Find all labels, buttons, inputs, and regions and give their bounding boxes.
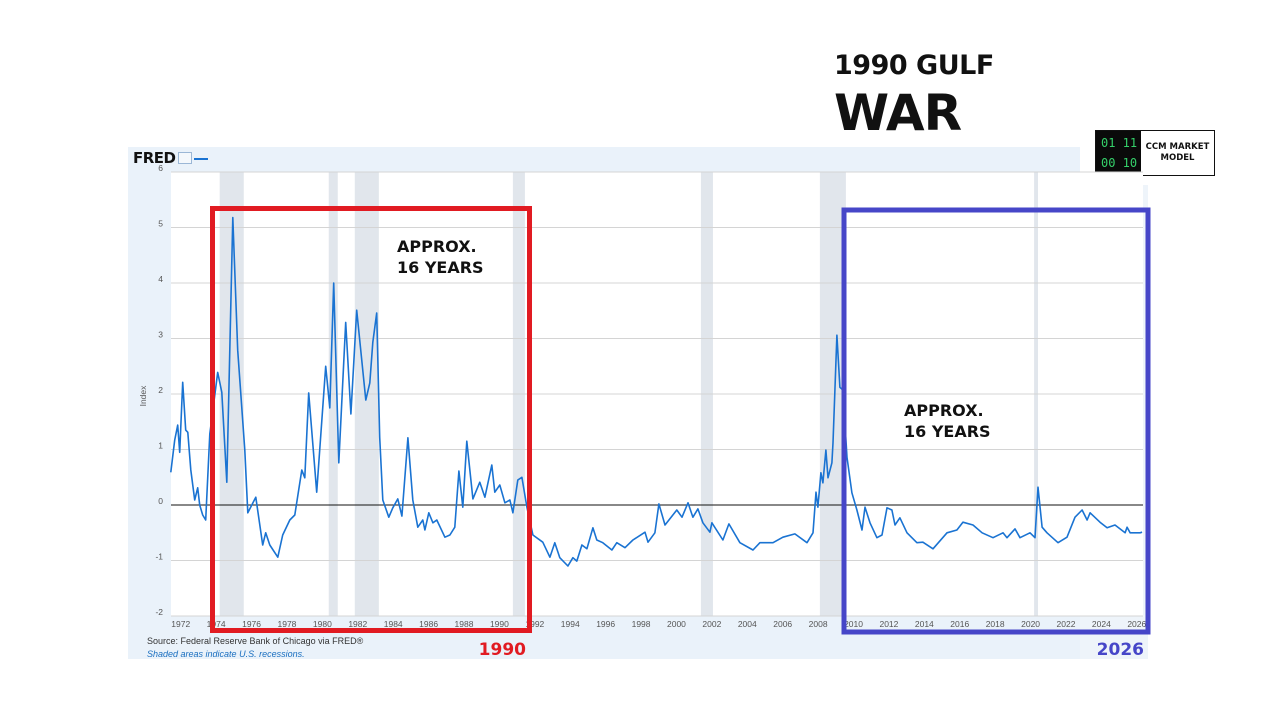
- left-annotation-line1: APPROX.: [397, 237, 477, 256]
- fred-logo: FRED: [133, 149, 176, 167]
- x-tick-label: 1994: [561, 619, 580, 629]
- x-tick-label: 2024: [1092, 619, 1111, 629]
- x-tick-label: 1998: [632, 619, 651, 629]
- x-tick-label: 2020: [1021, 619, 1040, 629]
- y-tick-label: 5: [158, 219, 163, 229]
- right-annotation-line1: APPROX.: [904, 401, 984, 420]
- y-tick-label: 1: [158, 441, 163, 451]
- x-tick-label: 2010: [844, 619, 863, 629]
- x-tick-label: 1982: [348, 619, 367, 629]
- left-box-year: 1990: [479, 640, 526, 660]
- ccm-logo-text: CCM MARKET MODEL: [1145, 142, 1210, 163]
- y-axis-label: Index: [138, 385, 148, 407]
- y-tick-label: 2: [158, 385, 163, 395]
- x-tick-label: 2004: [738, 619, 757, 629]
- x-tick-label: 1980: [313, 619, 332, 629]
- x-tick-label: 1990: [490, 619, 509, 629]
- x-tick-label: 2008: [809, 619, 828, 629]
- x-tick-label: 2000: [667, 619, 686, 629]
- y-tick-label: -1: [155, 552, 163, 562]
- y-tick-label: 4: [158, 274, 163, 284]
- right-box-year: 2026: [1097, 640, 1144, 660]
- x-tick-label: 2014: [915, 619, 934, 629]
- binary-row: 01 11: [1101, 136, 1138, 150]
- x-tick-label: 2022: [1057, 619, 1076, 629]
- right-annotation-line2: 16 YEARS: [904, 422, 991, 441]
- x-tick-label: 1992: [525, 619, 544, 629]
- x-tick-label: 1986: [419, 619, 438, 629]
- x-tick-label: 1988: [455, 619, 474, 629]
- headline-line1: 1990 GULF: [834, 50, 994, 81]
- binary-digits-icon: 01 11 00 10: [1096, 131, 1141, 175]
- y-tick-label: 6: [158, 163, 163, 173]
- x-tick-label: 1996: [596, 619, 615, 629]
- y-tick-label: -2: [155, 607, 163, 617]
- recession-note: Shaded areas indicate U.S. recessions.: [147, 649, 305, 659]
- headline-line2: WAR: [834, 84, 962, 142]
- series-line: [170, 216, 1143, 567]
- binary-row: 00 10: [1101, 156, 1138, 170]
- legend-line-icon: [194, 158, 208, 160]
- left-highlight-box: [210, 206, 532, 633]
- ccm-market-model-logo: 01 11 00 10 CCM MARKET MODEL: [1095, 130, 1215, 176]
- x-tick-label: 2012: [879, 619, 898, 629]
- x-tick-label: 2018: [986, 619, 1005, 629]
- x-tick-label: 1984: [384, 619, 403, 629]
- source-note: Source: Federal Reserve Bank of Chicago …: [147, 636, 364, 646]
- x-tick-label: 1972: [171, 619, 190, 629]
- x-tick-label: 2002: [702, 619, 721, 629]
- y-tick-label: 0: [158, 496, 163, 506]
- x-tick-label: 2016: [950, 619, 969, 629]
- x-tick-label: 2006: [773, 619, 792, 629]
- y-tick-label: 3: [158, 330, 163, 340]
- x-tick-label: 2026: [1127, 619, 1146, 629]
- x-tick-label: 1976: [242, 619, 261, 629]
- chart-icon: [178, 152, 192, 164]
- right-highlight-box: [841, 207, 1151, 635]
- x-tick-label: 1974: [207, 619, 226, 629]
- x-tick-label: 1978: [278, 619, 297, 629]
- left-annotation-line2: 16 YEARS: [397, 258, 484, 277]
